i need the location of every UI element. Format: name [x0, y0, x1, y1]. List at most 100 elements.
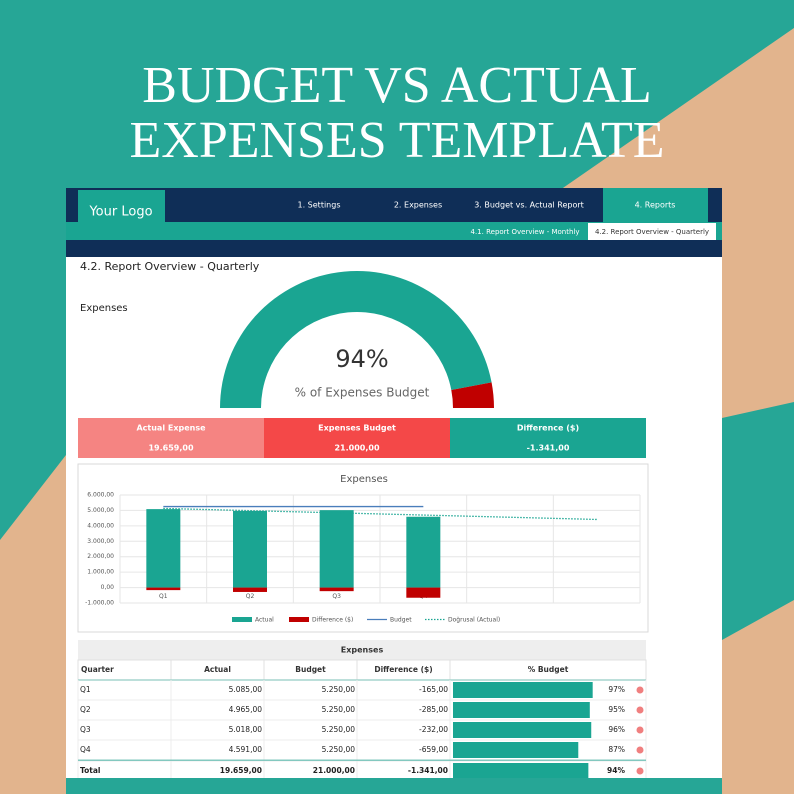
headline: EXPENSES TEMPLATE — [130, 112, 665, 169]
table-header: Quarter — [81, 665, 114, 674]
table-cell-text: 4.965,00 — [229, 705, 263, 714]
pct-bar — [453, 742, 579, 758]
table-cell-text: -285,00 — [419, 705, 448, 714]
kpi-box — [264, 418, 450, 458]
kpi-box — [78, 418, 264, 458]
legend-label: Budget — [390, 617, 412, 624]
bar — [319, 587, 354, 592]
legend-swatch — [289, 617, 309, 622]
kpi-label: Difference ($) — [517, 424, 579, 433]
y-tick-label: 3.000,00 — [87, 538, 114, 545]
gauge-label: Expenses — [80, 303, 128, 314]
decor-shape — [722, 600, 794, 794]
table-title-bg — [78, 640, 646, 660]
legend-label: Actual — [255, 617, 274, 624]
bar — [233, 510, 267, 588]
gauge-value-arc — [220, 270, 492, 408]
table-cell-text: -1.341,00 — [408, 766, 448, 775]
table-cell — [449, 760, 647, 778]
bar — [233, 587, 267, 592]
x-tick-label: Q3 — [332, 593, 341, 600]
bar — [146, 587, 181, 591]
table-cell-text: 5.250,00 — [322, 685, 356, 694]
table-cell-text: -659,00 — [419, 745, 448, 754]
y-tick-label: 4.000,00 — [87, 522, 114, 529]
table-cell-text: Q2 — [80, 705, 91, 714]
gauge-caption: % of Expenses Budget — [295, 386, 430, 400]
pct-label: 97% — [608, 685, 625, 694]
table-cell-text: 4.591,00 — [229, 745, 263, 754]
table-cell-text: 5.018,00 — [229, 725, 263, 734]
page-title: 4.2. Report Overview - Quarterly — [80, 260, 260, 273]
subnav-bar — [66, 222, 722, 240]
table-cell-text: 21.000,00 — [313, 766, 355, 775]
status-dot — [636, 726, 644, 734]
legend-label: Difference ($) — [312, 617, 353, 624]
status-dot — [636, 767, 644, 775]
pct-bar — [453, 763, 589, 778]
nav-tab[interactable]: 1. Settings — [298, 201, 341, 210]
y-tick-label: 6.000,00 — [87, 492, 114, 499]
table-header: Difference ($) — [374, 665, 432, 674]
table-title: Expenses — [341, 646, 384, 655]
status-dot — [636, 746, 644, 754]
nav-strip — [66, 240, 722, 257]
y-tick-label: 0,00 — [101, 584, 115, 591]
pct-bar — [453, 702, 590, 718]
legend-label: Doğrusal (Actual) — [448, 617, 500, 624]
pct-bar — [453, 682, 593, 698]
table-cell-text: 19.659,00 — [220, 766, 262, 775]
pct-label: 87% — [608, 745, 625, 754]
table-header: Budget — [295, 665, 326, 674]
gauge-value: 94% — [335, 345, 388, 373]
table-header: Actual — [204, 665, 231, 674]
y-tick-label: 1.000,00 — [87, 569, 114, 576]
table-cell-text: Q3 — [80, 725, 91, 734]
decor-shape — [0, 455, 66, 794]
headline: BUDGET VS ACTUAL — [142, 57, 651, 114]
nav-subtab[interactable]: 4.1. Report Overview - Monthly — [471, 228, 580, 236]
pct-label: 95% — [608, 705, 625, 714]
kpi-box — [450, 418, 646, 458]
y-tick-label: -1.000,00 — [85, 600, 114, 607]
bar — [406, 587, 441, 598]
tab-active — [603, 188, 708, 222]
status-dot — [636, 686, 644, 694]
nav-tab[interactable]: 3. Budget vs. Actual Report — [474, 201, 584, 210]
kpi-value: 21.000,00 — [334, 444, 379, 453]
y-tick-label: 2.000,00 — [87, 553, 114, 560]
nav-tab[interactable]: 4. Reports — [635, 201, 676, 210]
table-header: % Budget — [528, 665, 569, 674]
x-tick-label: Q1 — [159, 593, 168, 600]
kpi-value: -1.341,00 — [527, 444, 570, 453]
status-dot — [636, 706, 644, 714]
kpi-label: Expenses Budget — [318, 424, 396, 433]
table-cell-text: -165,00 — [419, 685, 448, 694]
y-tick-label: 5.000,00 — [87, 507, 114, 514]
pct-bar — [453, 722, 592, 738]
pct-label: 94% — [607, 766, 625, 775]
nav-subtab[interactable]: 4.2. Report Overview - Quarterly — [595, 228, 709, 236]
logo: Your Logo — [88, 205, 152, 220]
bar — [406, 516, 441, 588]
table-cell-text: 5.085,00 — [229, 685, 263, 694]
gauge-rest-arc — [451, 382, 494, 408]
subtab-active — [588, 223, 716, 240]
x-tick-label: Q2 — [246, 593, 255, 600]
bar — [146, 509, 181, 588]
kpi-label: Actual Expense — [136, 424, 206, 433]
table-cell-text: 5.250,00 — [322, 745, 356, 754]
table-cell-text: 5.250,00 — [322, 725, 356, 734]
table-cell-text: Q4 — [80, 745, 91, 754]
pct-label: 96% — [608, 725, 625, 734]
nav-tab[interactable]: 2. Expenses — [394, 201, 442, 210]
bar — [319, 510, 354, 588]
decor-shape — [560, 28, 794, 418]
chart-title: Expenses — [340, 474, 388, 485]
window: Your Logo 4.2. Report Overview - Quarter… — [66, 188, 722, 778]
table-cell-text: 5.250,00 — [322, 705, 356, 714]
table-cell-text: Total — [80, 766, 101, 775]
table-cell-text: -232,00 — [419, 725, 448, 734]
